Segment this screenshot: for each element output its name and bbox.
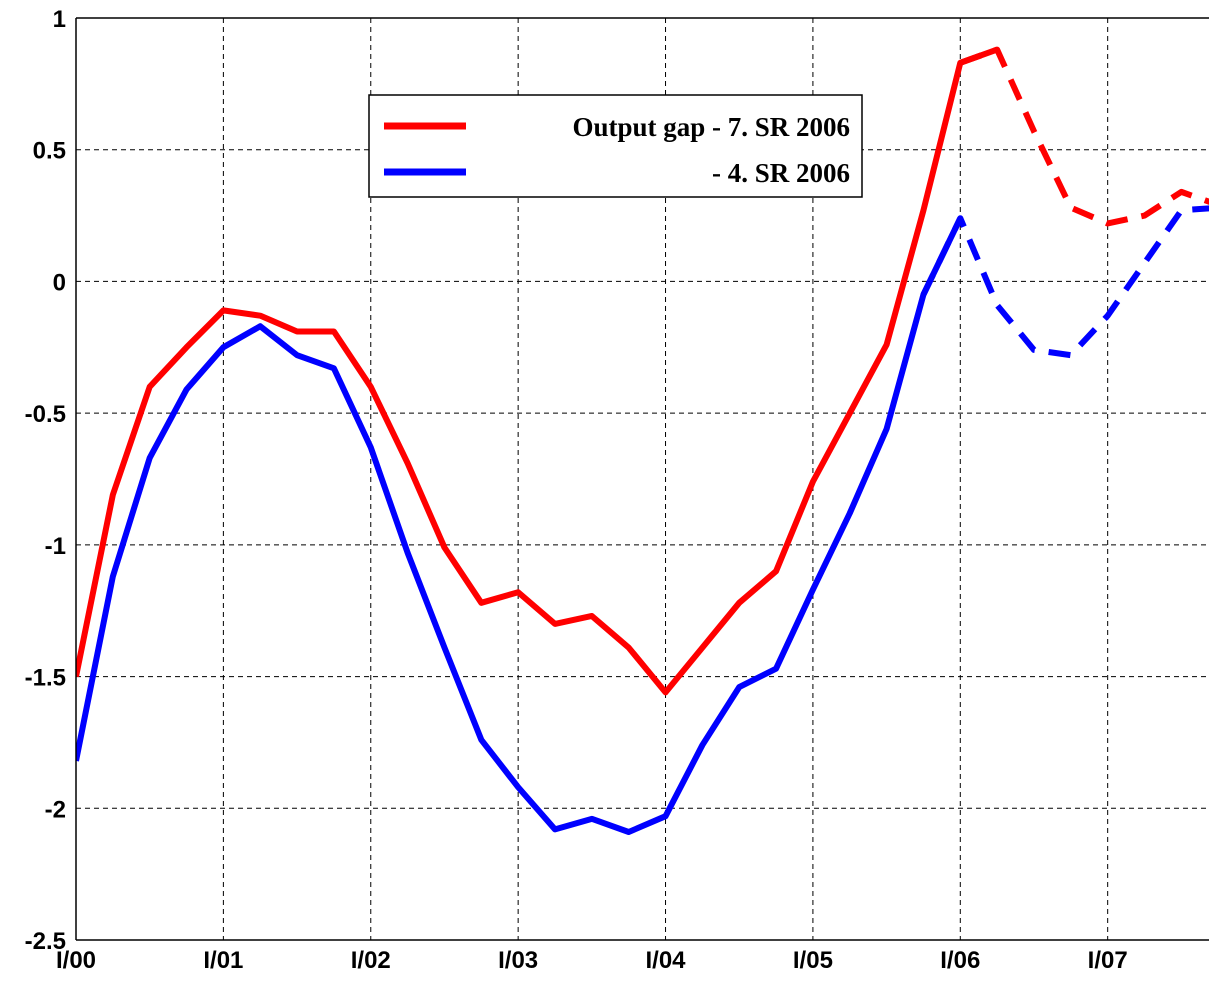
series-line — [920, 205, 1209, 359]
y-tick-label: -0.5 — [25, 401, 66, 428]
x-tick-label: I/02 — [351, 947, 391, 974]
legend-box — [368, 94, 863, 198]
legend: Output gap - 7. SR 2006 - 4. SR 2006 — [368, 94, 863, 198]
y-tick-label: -2 — [45, 796, 66, 823]
y-tick-label: 0.5 — [33, 138, 66, 165]
x-tick-label: I/06 — [940, 947, 980, 974]
x-tick-label: I/00 — [56, 947, 96, 974]
y-tick-label: -1.5 — [25, 665, 66, 692]
x-tick-label: I/01 — [203, 947, 243, 974]
axes: -2.5 -2 -1.5 -1 -0.5 0 0.5 1 I/00 I/01 I/02 I/03 I/0… — [25, 6, 1209, 974]
legend-label: - 4. SR 2006 — [712, 158, 850, 188]
y-tick-label: -2.5 — [25, 928, 66, 955]
y-tick-label: 1 — [53, 6, 66, 33]
legend-label: Output gap - 7. SR 2006 — [572, 112, 850, 142]
series-line — [959, 46, 1209, 227]
x-tick-label: I/04 — [646, 947, 687, 974]
x-tick-label: I/05 — [793, 947, 833, 974]
series-line — [76, 46, 999, 696]
series-line — [76, 216, 963, 835]
y-tick-label: 0 — [53, 269, 66, 296]
y-tick-label: -1 — [45, 533, 66, 560]
x-tick-label: I/03 — [498, 947, 538, 974]
x-tick-label: I/07 — [1088, 947, 1128, 974]
lines — [76, 46, 1209, 835]
